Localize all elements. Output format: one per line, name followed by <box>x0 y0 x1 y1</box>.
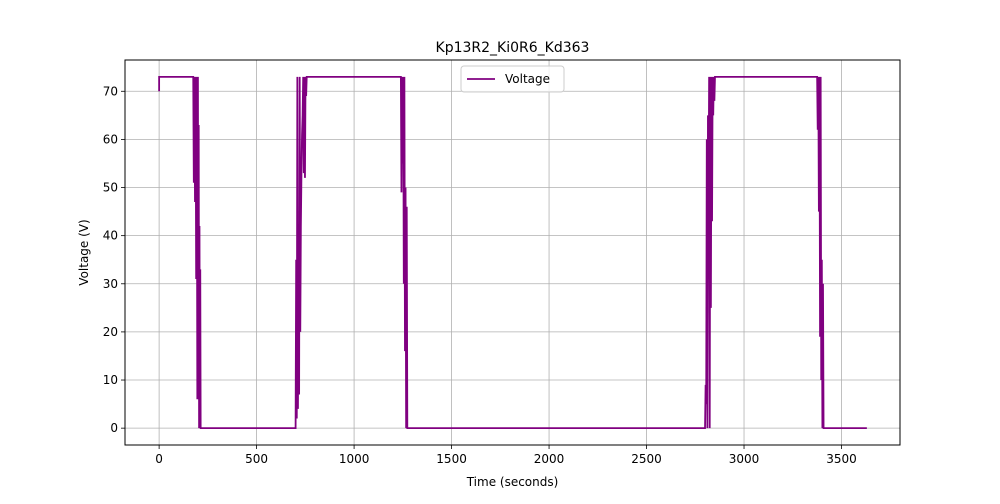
grid-layer <box>125 60 900 445</box>
x-axis-label: Time (seconds) <box>466 475 559 489</box>
y-tick-label: 20 <box>103 325 118 339</box>
legend-label: Voltage <box>505 72 550 86</box>
series-line-voltage <box>158 75 867 430</box>
chart-title: Kp13R2_Ki0R6_Kd363 <box>436 40 590 56</box>
y-tick-label: 40 <box>103 229 118 243</box>
x-tick-label: 3000 <box>729 452 760 466</box>
y-axis-label: Voltage (V) <box>77 219 91 285</box>
x-tick-label: 1500 <box>436 452 467 466</box>
y-tick-label: 50 <box>103 181 118 195</box>
x-tick-label: 1000 <box>339 452 370 466</box>
y-tick-label: 10 <box>103 373 118 387</box>
y-tick-label: 0 <box>110 421 118 435</box>
axis-layer: 0 500 1000 1500 2000 2500 3000 3500 0 10 20 30 40 50 6… <box>103 84 857 466</box>
legend: Voltage <box>460 65 565 93</box>
y-tick-label: 70 <box>103 84 118 98</box>
y-tick-label: 60 <box>103 132 118 146</box>
y-tick-label: 30 <box>103 277 118 291</box>
series-layer <box>158 75 867 430</box>
plot-frame <box>124 59 901 446</box>
x-tick-label: 2000 <box>534 452 565 466</box>
x-tick-label: 3500 <box>826 452 857 466</box>
x-tick-label: 2500 <box>631 452 662 466</box>
legend-box <box>460 65 565 93</box>
x-tick-label: 0 <box>155 452 163 466</box>
x-tick-label: 500 <box>245 452 268 466</box>
